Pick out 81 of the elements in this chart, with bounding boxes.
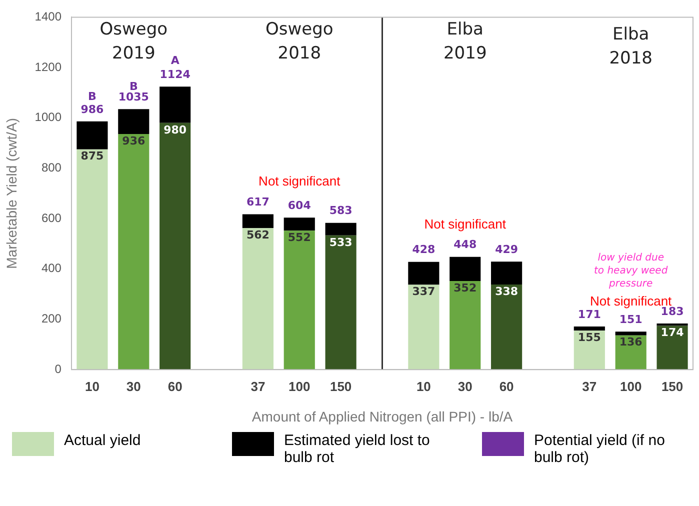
x-tick-label: 37 (582, 378, 597, 394)
y-tick-label: 0 (54, 362, 62, 376)
total-label: 183 (660, 304, 684, 318)
y-tick-label: 800 (41, 160, 62, 175)
total-label: 151 (619, 312, 642, 326)
data-label: 562 (246, 228, 270, 242)
x-tick-label: 100 (288, 378, 310, 394)
bar (76, 121, 108, 150)
y-axis-title: Marketable Yield (cwt/A) (3, 118, 20, 269)
bar (491, 284, 522, 370)
y-tick-label: 1000 (34, 110, 62, 124)
bar (242, 228, 274, 370)
total-label: 1035 (118, 90, 149, 104)
data-label: 338 (495, 284, 518, 298)
annotation: Elba 2019 (443, 19, 487, 64)
bar (574, 330, 605, 370)
bar (325, 235, 356, 370)
y-tick-label: 600 (41, 210, 62, 225)
annotation: A (170, 54, 180, 67)
annotation: Oswego 2019 (100, 19, 168, 64)
bar (76, 149, 108, 370)
total-label: 604 (288, 198, 312, 212)
y-tick-label: 1200 (34, 60, 62, 74)
annotation: low yield due to heavy weed pressure (594, 252, 668, 290)
total-label: 429 (495, 242, 518, 256)
bar (450, 256, 481, 281)
x-axis-title: Amount of Applied Nitrogen (all PPI) - lb/A (252, 408, 514, 424)
data-label: 155 (578, 330, 601, 344)
x-tick-label: 30 (458, 378, 472, 394)
total-label: 428 (412, 243, 436, 256)
total-label: 986 (80, 102, 104, 116)
total-label: 448 (454, 238, 477, 252)
x-tick-label: 150 (330, 378, 352, 394)
data-label: 936 (122, 134, 146, 148)
bar (284, 230, 315, 370)
bar (408, 284, 440, 370)
x-tick-label: 30 (126, 378, 141, 394)
x-tick-label: 60 (499, 378, 514, 394)
legend-label: Actual yield (64, 432, 142, 449)
x-tick-label: 10 (84, 378, 100, 394)
bar (656, 326, 688, 370)
total-label: 1124 (160, 68, 191, 82)
x-tick-label: 100 (620, 378, 642, 394)
bar (160, 122, 191, 370)
data-label: 337 (412, 285, 436, 298)
data-label: 552 (288, 231, 311, 244)
y-tick-label: 200 (41, 312, 62, 326)
bar (160, 86, 191, 123)
annotation: Elba 2018 (609, 24, 652, 68)
annotation: Not significant (258, 174, 341, 189)
data-label: 174 (660, 326, 684, 340)
data-label: 875 (80, 150, 104, 163)
data-label: 533 (329, 236, 352, 249)
x-tick-label: 10 (416, 378, 431, 394)
legend-label: Estimated yield lost to bulb rot (284, 432, 431, 466)
x-tick-label: 60 (168, 378, 182, 394)
annotation: B (129, 80, 138, 93)
legend-label: Potential yield (if no bulb rot) (534, 432, 666, 466)
total-label: 583 (329, 204, 352, 218)
bar (242, 214, 274, 228)
bar (325, 222, 356, 236)
bar (284, 218, 315, 231)
annotation: Not significant (424, 216, 506, 232)
y-tick-label: 1400 (34, 10, 62, 24)
bar (615, 332, 646, 336)
bar (408, 262, 440, 285)
y-tick-label: 400 (41, 261, 62, 276)
bar (491, 262, 522, 285)
total-label: 171 (578, 308, 601, 321)
bar (118, 109, 150, 134)
annotation: Oswego 2018 (265, 19, 334, 64)
annotation: B (88, 90, 96, 103)
data-label: 136 (619, 336, 643, 349)
data-label: 980 (164, 123, 187, 136)
total-label: 617 (246, 196, 270, 209)
data-label: 352 (454, 281, 477, 294)
x-tick-label: 150 (661, 378, 684, 394)
x-tick-label: 37 (250, 378, 266, 394)
bar (574, 326, 605, 331)
bar (450, 280, 481, 370)
bar (118, 134, 150, 370)
